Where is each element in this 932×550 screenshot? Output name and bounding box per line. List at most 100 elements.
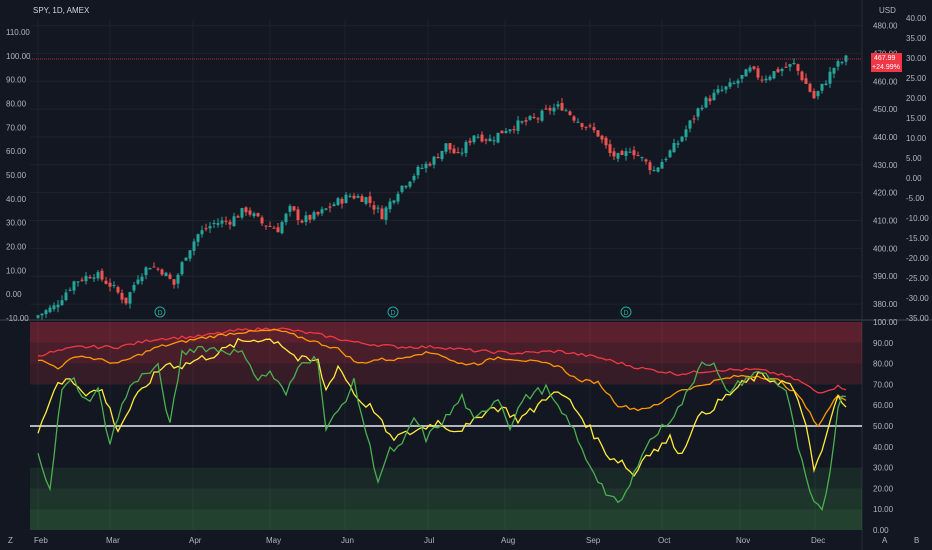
candle-body[interactable] <box>172 279 176 285</box>
candle-body[interactable] <box>64 292 68 300</box>
candle-body[interactable] <box>436 156 440 159</box>
candle-body[interactable] <box>780 68 784 72</box>
candle-body[interactable] <box>628 151 632 153</box>
candle-body[interactable] <box>560 102 564 111</box>
candle-body[interactable] <box>132 284 136 291</box>
candle-body[interactable] <box>800 71 804 81</box>
candle-body[interactable] <box>264 225 268 227</box>
candle-body[interactable] <box>392 200 396 203</box>
candle-body[interactable] <box>824 83 828 85</box>
candle-body[interactable] <box>36 315 40 318</box>
candle-body[interactable] <box>248 210 252 215</box>
candle-body[interactable] <box>448 143 452 150</box>
candle-body[interactable] <box>668 150 672 158</box>
candle-body[interactable] <box>544 108 548 110</box>
candle-body[interactable] <box>352 195 356 199</box>
candle-body[interactable] <box>608 144 612 154</box>
candle-body[interactable] <box>388 201 392 210</box>
candle-body[interactable] <box>488 138 492 142</box>
dividend-marker-circle[interactable] <box>620 306 632 318</box>
candle-body[interactable] <box>464 142 468 154</box>
candle-body[interactable] <box>632 150 636 156</box>
candle-body[interactable] <box>704 97 708 108</box>
candle-body[interactable] <box>528 116 532 120</box>
candle-body[interactable] <box>116 287 120 293</box>
candle-body[interactable] <box>300 220 304 223</box>
candle-body[interactable] <box>724 86 728 90</box>
candle-body[interactable] <box>576 121 580 123</box>
candle-body[interactable] <box>540 110 544 121</box>
candle-body[interactable] <box>204 228 208 230</box>
candle-body[interactable] <box>604 137 608 146</box>
candle-body[interactable] <box>744 69 748 77</box>
candle-body[interactable] <box>792 62 796 64</box>
candle-body[interactable] <box>52 305 56 310</box>
candle-body[interactable] <box>784 66 788 68</box>
candle-body[interactable] <box>720 89 724 91</box>
candle-body[interactable] <box>384 207 388 220</box>
candle-body[interactable] <box>320 209 324 214</box>
candle-body[interactable] <box>260 217 264 224</box>
candle-body[interactable] <box>156 268 160 270</box>
candle-body[interactable] <box>112 284 116 286</box>
candle-body[interactable] <box>480 134 484 142</box>
candle-body[interactable] <box>476 136 480 138</box>
candle-body[interactable] <box>76 281 80 283</box>
candle-body[interactable] <box>508 129 512 132</box>
candle-body[interactable] <box>396 193 400 202</box>
candle-body[interactable] <box>820 83 824 91</box>
candle-body[interactable] <box>696 108 700 117</box>
candle-body[interactable] <box>612 151 616 157</box>
candle-body[interactable] <box>484 139 488 141</box>
candle-body[interactable] <box>572 116 576 121</box>
candle-body[interactable] <box>600 135 604 140</box>
candle-body[interactable] <box>208 226 212 229</box>
candle-body[interactable] <box>740 75 744 79</box>
candle-body[interactable] <box>368 196 372 204</box>
candle-body[interactable] <box>624 151 628 156</box>
candle-body[interactable] <box>400 185 404 192</box>
candle-body[interactable] <box>88 277 92 279</box>
candle-body[interactable] <box>640 157 644 159</box>
candle-body[interactable] <box>168 274 172 279</box>
candle-body[interactable] <box>240 208 244 218</box>
candle-body[interactable] <box>84 275 88 282</box>
candle-body[interactable] <box>188 250 192 259</box>
candle-body[interactable] <box>164 272 168 277</box>
candle-body[interactable] <box>56 304 60 308</box>
candle-body[interactable] <box>192 241 196 251</box>
candle-body[interactable] <box>412 175 416 181</box>
candle-body[interactable] <box>512 129 516 131</box>
currency-label[interactable]: USD <box>879 6 896 15</box>
candle-body[interactable] <box>228 221 232 225</box>
candle-body[interactable] <box>440 150 444 160</box>
candle-body[interactable] <box>100 270 104 280</box>
candle-body[interactable] <box>812 91 816 99</box>
candle-body[interactable] <box>636 155 640 157</box>
candle-body[interactable] <box>216 223 220 225</box>
candle-body[interactable] <box>232 216 236 227</box>
rsi-lines[interactable] <box>37 327 847 512</box>
candle-body[interactable] <box>444 143 448 152</box>
candle-body[interactable] <box>212 222 216 224</box>
candle-body[interactable] <box>348 195 352 197</box>
candle-body[interactable] <box>556 104 560 107</box>
candle-body[interactable] <box>452 148 456 154</box>
candle-body[interactable] <box>708 98 712 102</box>
dividend-marker-label[interactable]: D <box>624 310 629 317</box>
candle-body[interactable] <box>552 107 556 112</box>
candle-body[interactable] <box>472 135 476 143</box>
auto-scale-icon[interactable]: A <box>882 536 888 545</box>
candle-body[interactable] <box>404 185 408 188</box>
candle-body[interactable] <box>676 143 680 145</box>
candle-body[interactable] <box>160 269 164 275</box>
candle-body[interactable] <box>136 279 140 284</box>
candle-body[interactable] <box>520 121 524 123</box>
candle-body[interactable] <box>48 307 52 313</box>
candle-body[interactable] <box>200 230 204 235</box>
candle-body[interactable] <box>652 169 656 171</box>
candle-body[interactable] <box>536 118 540 120</box>
candle-body[interactable] <box>252 213 256 217</box>
candle-body[interactable] <box>500 130 504 134</box>
